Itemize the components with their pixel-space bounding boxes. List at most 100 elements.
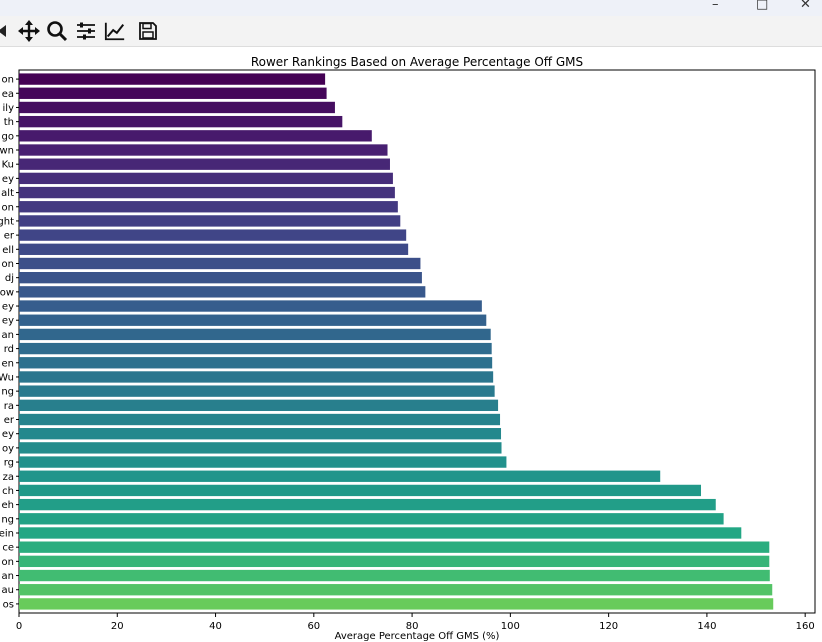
y-tick-label: th [4,117,14,128]
bar [19,243,409,255]
bar [19,300,482,312]
bar [19,115,343,128]
pan-icon[interactable] [18,19,40,43]
y-tick-label: dj [5,273,14,284]
y-tick-label: an [2,330,14,341]
y-tick-label: wn [0,146,14,157]
bar [19,271,422,284]
back-arrow-icon[interactable] [0,19,14,43]
y-tick-label: ow [0,287,14,298]
y-tick-label: en [2,358,15,369]
y-tick-label: an [2,571,14,582]
save-icon[interactable] [137,19,159,43]
y-tick-label: alt [1,188,14,199]
x-tick-label: 140 [697,621,716,632]
bar [19,484,702,497]
y-tick-label: ey [2,174,14,185]
x-tick-label: 60 [307,621,320,632]
bar [19,357,493,369]
y-tick-label: ell [2,245,14,256]
bar [19,130,372,142]
x-tick-label: 20 [111,621,124,632]
x-ticks: 0 20 40 60 80 100 120 140 160 [16,613,815,632]
bar [19,413,501,426]
bar [19,470,661,482]
x-axis-label: Average Percentage Off GMS (%) [335,631,500,642]
bar [19,399,499,412]
maximize-icon[interactable]: □ [756,0,769,12]
bar-chart: on ea ily th go wn Ku ey alt on ght er ell on dj ow ey ey… [0,55,816,642]
bar [19,371,494,383]
bar [19,342,492,355]
bar [19,328,491,341]
x-tick-label: 0 [16,621,22,632]
y-tick-label: on [2,202,14,213]
x-tick-label: 120 [599,621,618,632]
bars-group [19,73,774,610]
y-tick-label: er [4,231,15,242]
y-tick-label: ey [2,316,14,327]
y-tick-labels: on ea ily th go wn Ku ey alt on ght er ell on dj ow ey ey… [0,75,19,610]
window-titlebar: – □ ✕ [0,0,822,16]
minimize-icon[interactable]: – [712,0,719,12]
y-tick-label: er [4,415,15,426]
bar [19,385,495,397]
y-tick-label: ng [1,387,14,398]
y-tick-label: go [2,131,14,142]
y-tick-label: ra [4,401,14,412]
y-tick-label: on [2,557,14,568]
bar [19,172,393,185]
bar [19,428,502,440]
bar [19,73,326,85]
y-tick-label: ce [2,543,14,554]
zoom-icon[interactable] [46,19,68,43]
x-tick-label: 100 [501,621,520,632]
x-tick-label: 40 [209,621,222,632]
y-tick-label: ch [2,486,14,497]
bar [19,513,724,525]
bar [19,215,401,227]
bar [19,286,426,298]
bar [19,527,742,539]
edit-axis-icon[interactable] [104,19,126,43]
close-icon[interactable]: ✕ [800,0,811,12]
configure-subplots-icon[interactable] [75,19,97,43]
y-tick-label: os [3,599,14,610]
y-tick-label: on [2,259,14,270]
y-tick-label: ng [1,514,14,525]
y-tick-label: ey [2,302,14,313]
y-tick-label: Wu [0,372,14,383]
bar [19,87,327,99]
y-tick-label: oy [2,443,14,454]
bar [19,498,716,511]
bar [19,314,487,326]
y-tick-label: ght [0,216,14,227]
bar [19,598,774,610]
bar [19,555,770,568]
bar [19,144,388,156]
bar [19,229,407,241]
y-tick-label: za [3,472,14,483]
bar [19,456,507,468]
y-tick-label: ily [3,103,15,114]
y-tick-label: Ku [2,160,14,171]
x-tick-label: 80 [406,621,419,632]
bar [19,442,502,454]
bar [19,158,390,170]
toolbar [0,16,822,47]
y-tick-label: eh [2,500,15,511]
y-tick-label: ey [2,429,14,440]
bar [19,186,395,199]
y-tick-label: au [2,585,14,596]
bar [19,101,335,114]
bar [19,541,770,553]
y-tick-label: ea [2,89,14,100]
bar [19,201,398,213]
plot-area [18,69,816,614]
y-tick-label: rg [4,458,14,469]
y-tick-label: rd [4,344,14,355]
bar [19,257,421,270]
chart-title: Rower Rankings Based on Average Percenta… [251,55,583,69]
bar [19,569,770,582]
y-tick-label: on [2,75,14,86]
